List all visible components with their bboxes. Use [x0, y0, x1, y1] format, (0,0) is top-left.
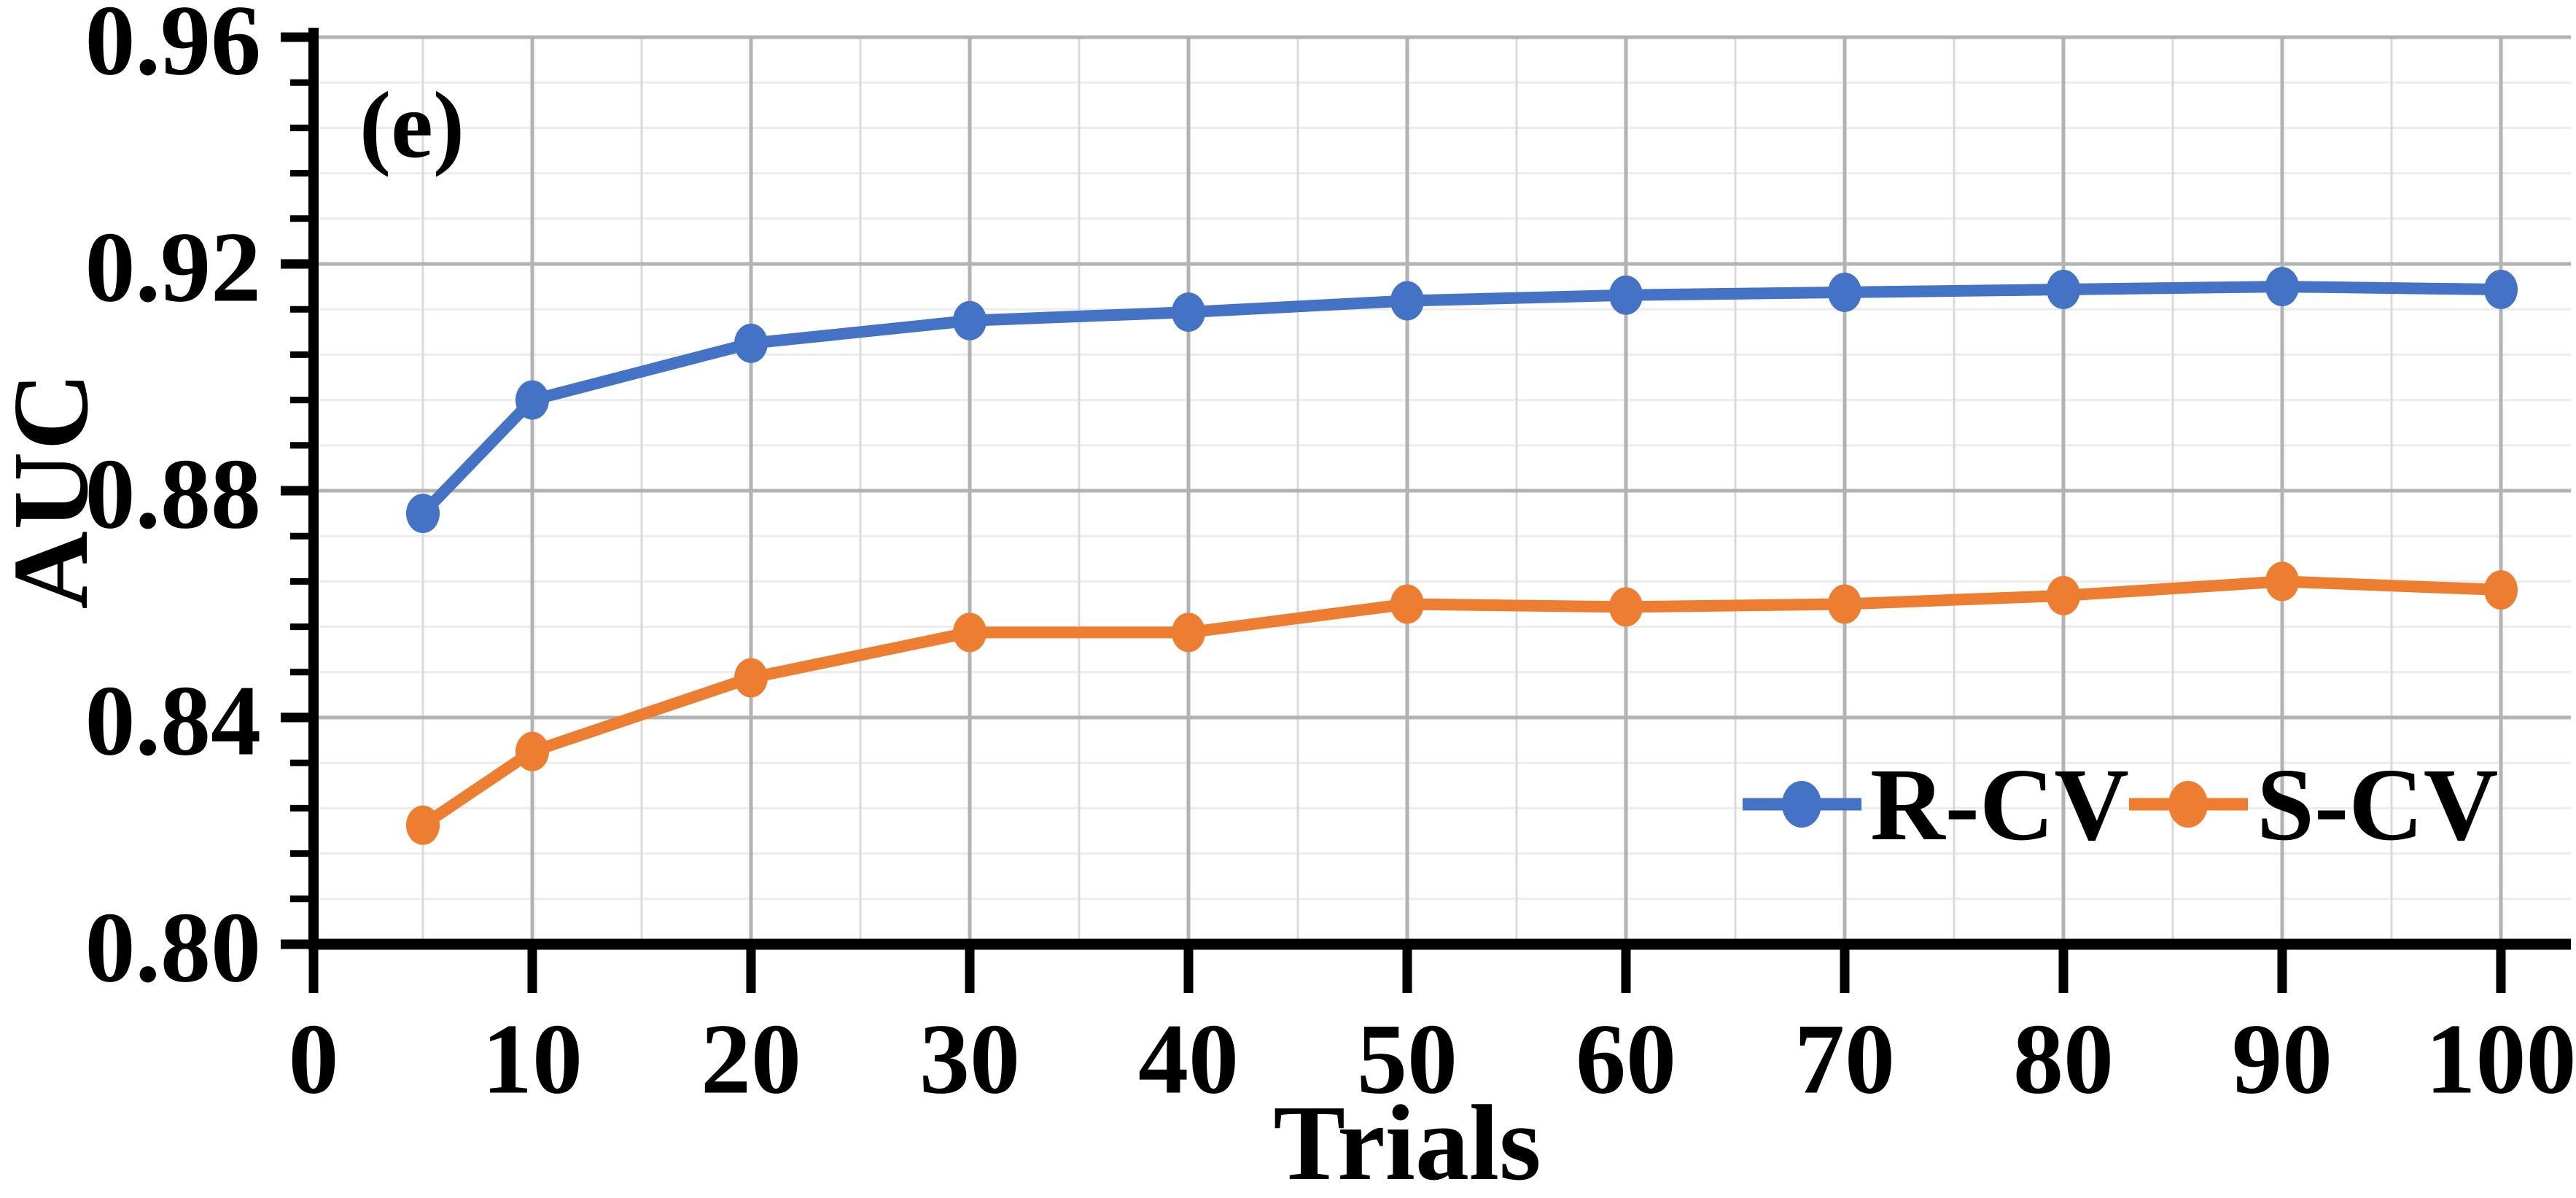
- data-point-R-CV: [1390, 281, 1424, 321]
- data-point-S-CV: [1609, 587, 1643, 627]
- data-point-S-CV: [2484, 570, 2518, 610]
- x-tick-label: 40: [1138, 1003, 1239, 1115]
- x-tick-label: 0: [289, 1003, 339, 1115]
- panel-label: (e): [359, 73, 465, 178]
- y-tick-label: 0.84: [85, 665, 262, 777]
- legend-marker-S-CV: [2168, 781, 2208, 828]
- x-tick-label: 60: [1576, 1003, 1676, 1115]
- data-point-R-CV: [1609, 275, 1643, 315]
- data-point-R-CV: [515, 380, 549, 420]
- data-point-R-CV: [953, 300, 987, 341]
- data-point-S-CV: [1390, 584, 1424, 624]
- data-point-S-CV: [953, 612, 987, 653]
- legend-label-R-CV: R-CV: [1870, 747, 2129, 862]
- legend-label-S-CV: S-CV: [2257, 747, 2498, 862]
- x-tick-label: 70: [1794, 1003, 1895, 1115]
- x-tick-label: 90: [2232, 1003, 2332, 1115]
- y-tick-label: 0.92: [85, 211, 262, 323]
- y-tick-label: 0.80: [85, 892, 262, 1003]
- data-point-S-CV: [1172, 612, 1205, 653]
- data-point-R-CV: [2265, 267, 2299, 307]
- y-tick-label: 0.88: [85, 438, 262, 550]
- data-point-R-CV: [2484, 269, 2518, 309]
- x-tick-label: 10: [482, 1003, 583, 1115]
- legend-marker-R-CV: [1782, 781, 1821, 828]
- data-point-S-CV: [515, 731, 549, 771]
- data-point-R-CV: [1828, 272, 1861, 312]
- y-tick-label: 0.96: [85, 0, 262, 96]
- x-axis-title: Trials: [1273, 1084, 1541, 1198]
- data-point-R-CV: [406, 494, 440, 534]
- y-axis-title: AUC: [0, 370, 111, 610]
- x-tick-label: 80: [2013, 1003, 2114, 1115]
- data-point-S-CV: [734, 658, 768, 698]
- x-tick-label: 30: [919, 1003, 1020, 1115]
- data-point-S-CV: [2047, 575, 2080, 615]
- data-point-R-CV: [734, 323, 768, 363]
- x-tick-label: 20: [701, 1003, 801, 1115]
- data-point-S-CV: [1828, 584, 1861, 624]
- data-point-R-CV: [1172, 292, 1205, 332]
- x-tick-label: 100: [2426, 1003, 2576, 1115]
- data-point-S-CV: [2265, 561, 2299, 602]
- data-point-S-CV: [406, 805, 440, 845]
- data-point-R-CV: [2047, 269, 2080, 309]
- x-tick-label: 50: [1357, 1003, 1458, 1115]
